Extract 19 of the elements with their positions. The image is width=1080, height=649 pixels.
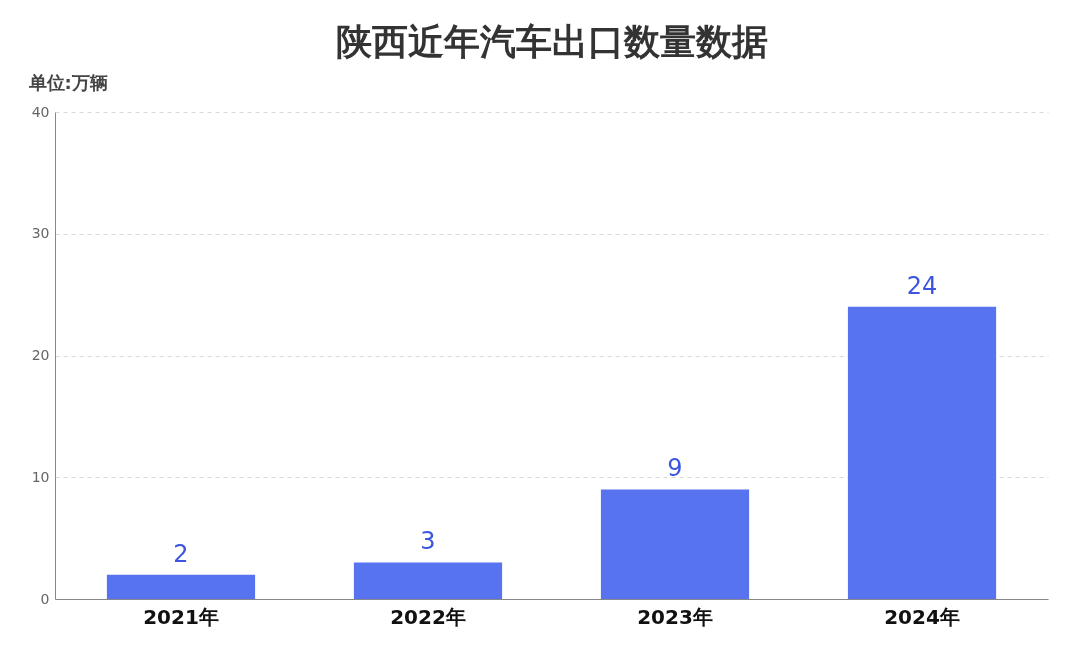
y-tick-label: 10: [31, 468, 50, 485]
y-tick-label: 0: [40, 590, 50, 607]
y-axis-title: 单位:万辆: [27, 71, 108, 93]
data-label: 2: [173, 539, 189, 568]
data-label: 24: [906, 271, 938, 300]
y-tick-label: 20: [31, 347, 50, 363]
bar: [600, 489, 750, 599]
y-tick-label: 40: [31, 103, 50, 120]
data-label: 9: [667, 454, 683, 483]
bar: [353, 562, 503, 599]
bar: [847, 306, 997, 599]
bar: [106, 574, 256, 599]
x-tick-label: 2021年: [143, 604, 219, 629]
x-tick-label: 2022年: [390, 604, 466, 629]
data-label: 3: [420, 527, 436, 556]
chart-title: 陕西近年汽车出口数量数据: [335, 21, 768, 62]
x-tick-label: 2024年: [884, 604, 960, 629]
x-tick-label: 2023年: [637, 604, 713, 629]
y-tick-label: 30: [31, 225, 50, 242]
